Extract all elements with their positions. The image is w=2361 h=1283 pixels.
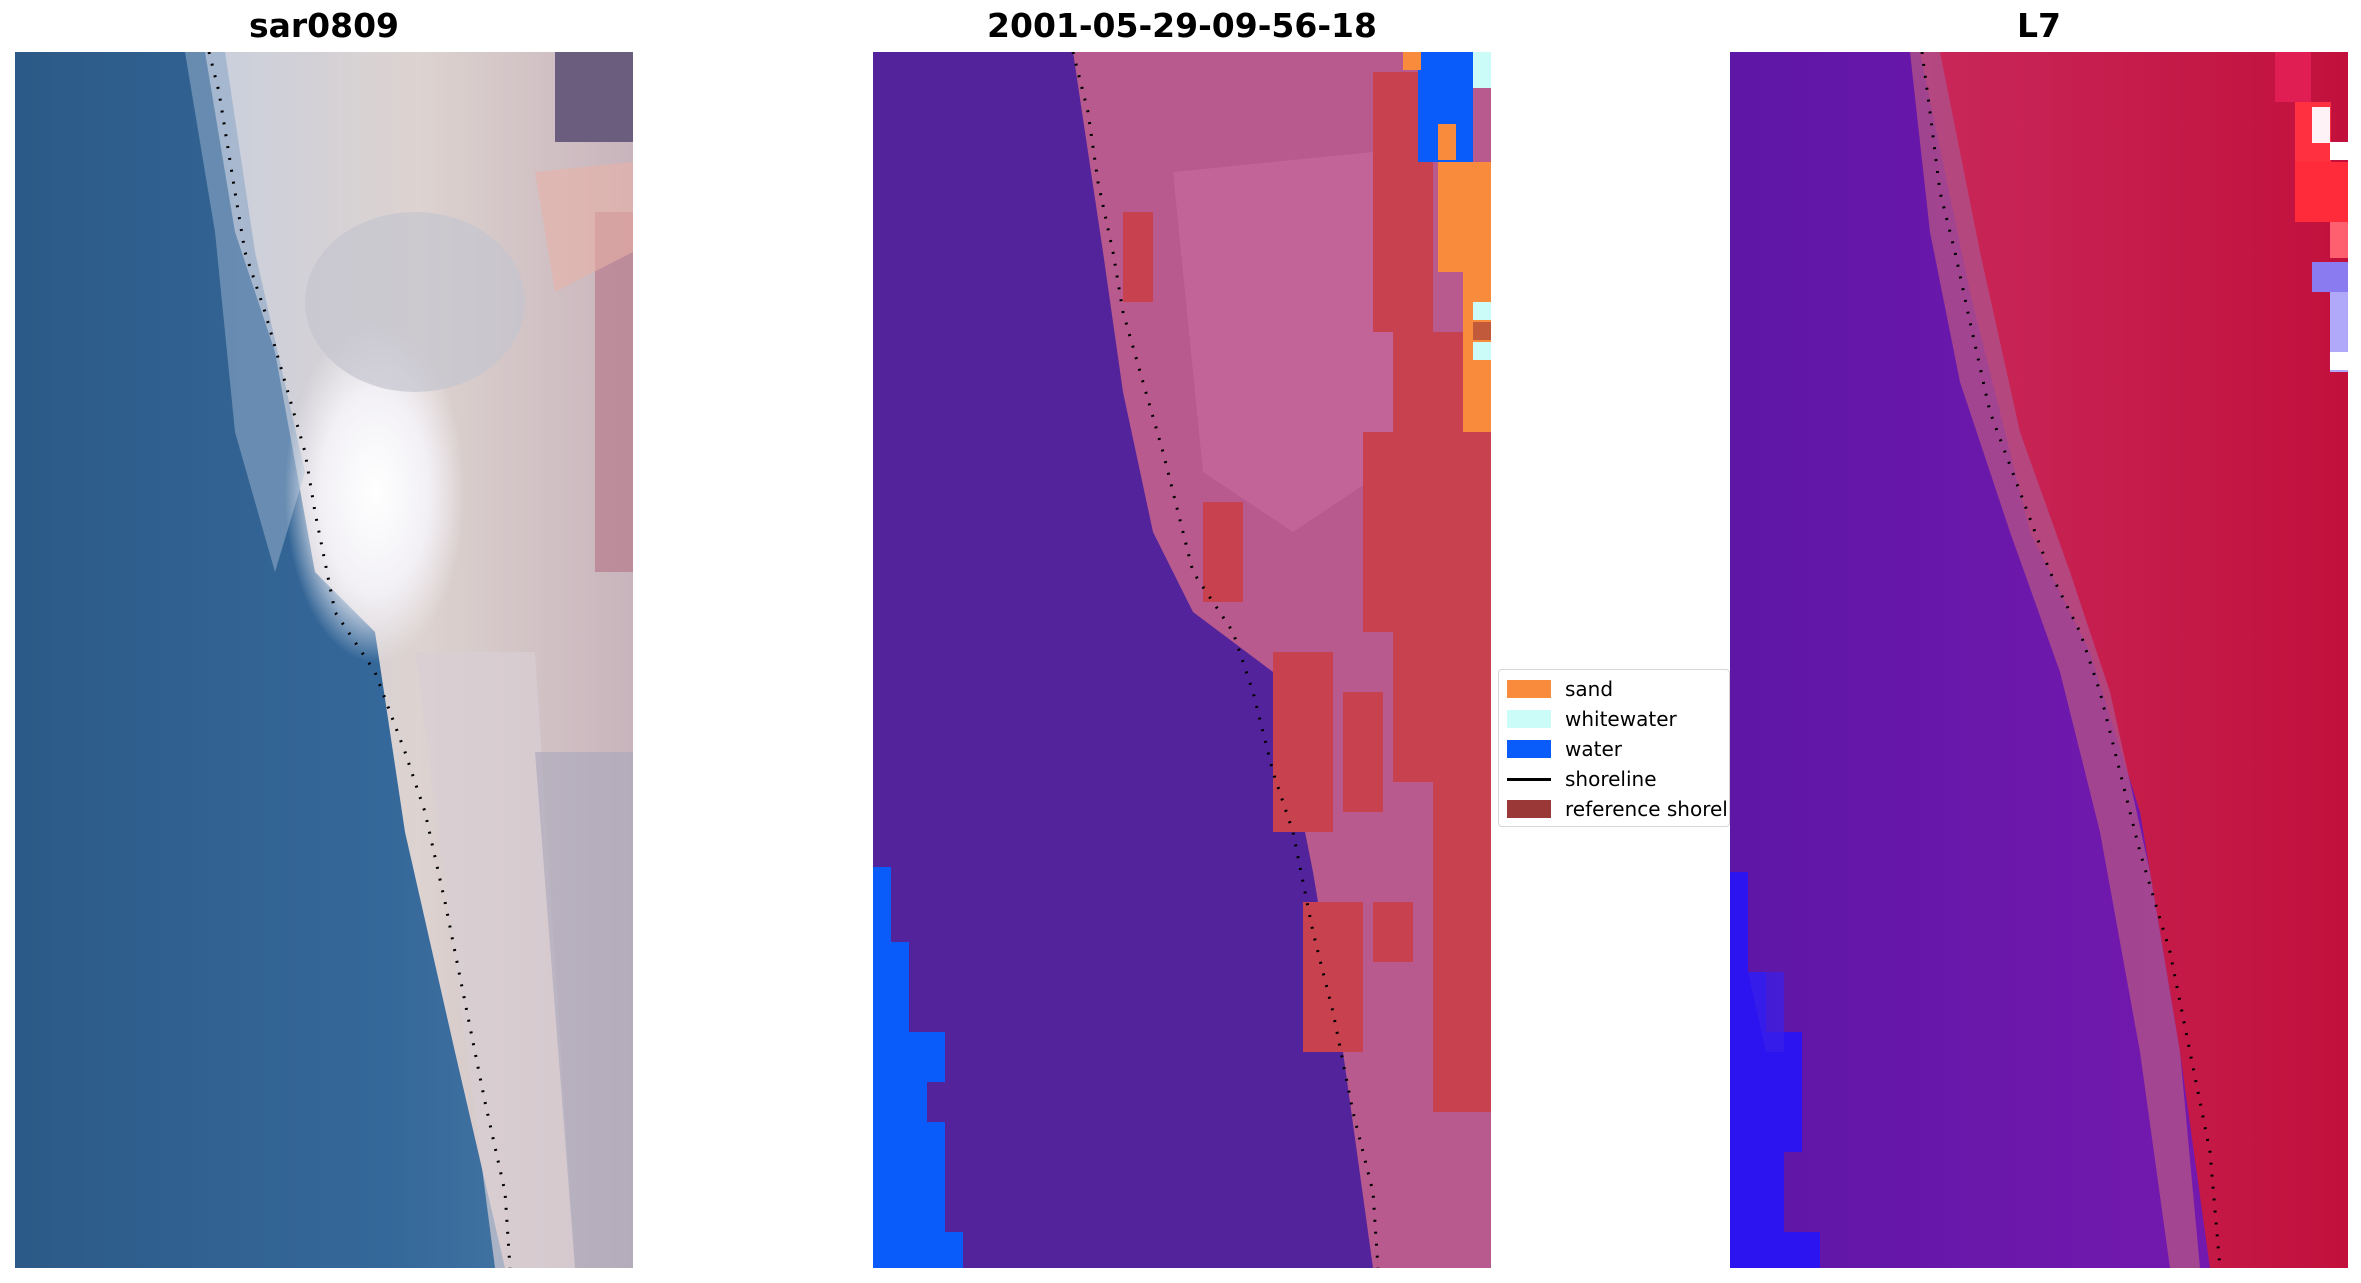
panel-title-rgb: sar0809 bbox=[248, 6, 400, 45]
index-image-panel bbox=[1730, 52, 2348, 1268]
legend-item-shoreline: shoreline bbox=[1499, 764, 1729, 794]
legend-label: reference shoreline buffer bbox=[1565, 797, 1729, 821]
panel-title-index: L7 bbox=[2017, 6, 2061, 45]
sand-swatch bbox=[1507, 680, 1551, 698]
legend-item-water: water bbox=[1499, 734, 1729, 764]
classified-image bbox=[873, 52, 1491, 1268]
shoreline-classified bbox=[1071, 52, 1380, 1268]
reference-shoreline-swatch bbox=[1507, 800, 1551, 818]
shoreline-line-swatch bbox=[1507, 777, 1551, 781]
panel-title-classified: 2001-05-29-09-56-18 bbox=[987, 6, 1377, 45]
legend: sand whitewater water shoreline referenc… bbox=[1498, 669, 1730, 827]
legend-item-reference-shoreline: reference shoreline buffer bbox=[1499, 794, 1729, 824]
legend-label: sand bbox=[1565, 677, 1614, 701]
legend-label: shoreline bbox=[1565, 767, 1657, 791]
index-image bbox=[1730, 52, 2348, 1268]
rgb-image-panel bbox=[15, 52, 633, 1268]
rgb-image bbox=[15, 52, 633, 1268]
legend-label: water bbox=[1565, 737, 1622, 761]
legend-label: whitewater bbox=[1565, 707, 1677, 731]
water-swatch bbox=[1507, 740, 1551, 758]
legend-item-whitewater: whitewater bbox=[1499, 704, 1729, 734]
whitewater-swatch bbox=[1507, 710, 1551, 728]
classified-image-panel bbox=[873, 52, 1491, 1268]
legend-item-sand: sand bbox=[1499, 674, 1729, 704]
